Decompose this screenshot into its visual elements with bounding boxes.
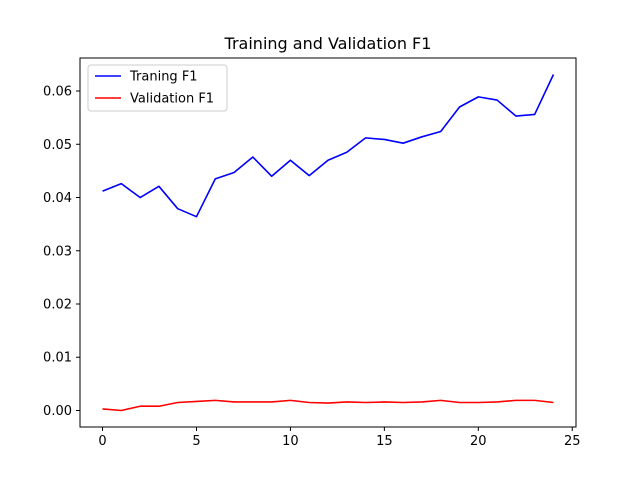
- y-tick-label: 0.00: [43, 404, 72, 419]
- x-tick-label: 0: [98, 434, 106, 449]
- x-tick-label: 20: [470, 434, 487, 449]
- y-axis: 0.00 0.01 0.02 0.03 0.04 0.05 0.06: [43, 85, 80, 419]
- legend: Traning F1 Validation F1: [87, 64, 228, 112]
- y-tick-label: 0.05: [43, 138, 72, 153]
- y-tick-label: 0.03: [43, 244, 72, 259]
- y-tick-label: 0.01: [43, 351, 72, 366]
- x-tick-label: 15: [376, 434, 393, 449]
- legend-label: Traning F1: [129, 70, 198, 85]
- x-tick-label: 25: [564, 434, 581, 449]
- legend-label: Validation F1: [130, 92, 214, 107]
- training-f1-line: [102, 74, 555, 218]
- x-tick-label: 5: [192, 434, 200, 449]
- legend-box: [87, 64, 228, 112]
- y-tick-label: 0.02: [43, 298, 72, 313]
- x-tick-label: 10: [282, 434, 299, 449]
- chart-title: Training and Validation F1: [224, 34, 432, 53]
- y-tick-label: 0.06: [43, 85, 72, 100]
- y-tick-label: 0.04: [43, 191, 72, 206]
- series-layer: [102, 74, 555, 412]
- plot-area-frame: [79, 57, 577, 428]
- x-axis: 0 5 10 15 20 25: [98, 427, 581, 449]
- validation-f1-line: [102, 399, 554, 412]
